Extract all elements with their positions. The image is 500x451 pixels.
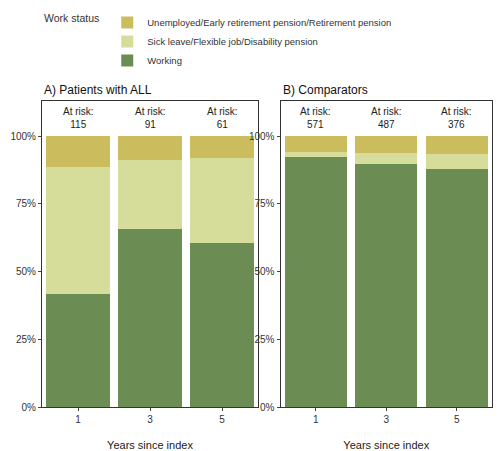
svg-text:5: 5	[219, 414, 225, 425]
svg-text:At risk:571: At risk:571	[300, 106, 331, 130]
svg-text:25%: 25%	[254, 334, 274, 345]
svg-text:1: 1	[313, 414, 319, 425]
svg-text:50%: 50%	[16, 266, 36, 277]
svg-text:50%: 50%	[254, 266, 274, 277]
svg-text:Sick leave/Flexible job/Disabi: Sick leave/Flexible job/Disability pensi…	[147, 36, 318, 47]
svg-text:Working: Working	[147, 55, 182, 66]
svg-text:Years since index: Years since index	[107, 439, 193, 451]
svg-text:3: 3	[147, 414, 153, 425]
svg-text:A) Patients with ALL: A) Patients with ALL	[44, 83, 152, 97]
svg-text:Work status: Work status	[44, 12, 99, 24]
svg-text:0%: 0%	[260, 402, 275, 413]
svg-text:At risk:91: At risk:91	[135, 106, 166, 130]
svg-text:At risk:61: At risk:61	[207, 106, 238, 130]
svg-text:At risk:376: At risk:376	[441, 106, 472, 130]
svg-text:1: 1	[75, 414, 81, 425]
svg-text:100%: 100%	[249, 131, 275, 142]
svg-text:75%: 75%	[254, 198, 274, 209]
svg-text:Unemployed/Early retirement pe: Unemployed/Early retirement pension/Reti…	[147, 17, 391, 28]
svg-text:3: 3	[383, 414, 389, 425]
svg-text:B) Comparators: B) Comparators	[283, 83, 368, 97]
svg-text:25%: 25%	[16, 334, 36, 345]
svg-text:At risk:115: At risk:115	[63, 106, 94, 130]
svg-text:Years since index: Years since index	[343, 439, 429, 451]
svg-text:100%: 100%	[10, 131, 36, 142]
svg-text:5: 5	[454, 414, 460, 425]
svg-text:At risk:487: At risk:487	[371, 106, 402, 130]
svg-text:75%: 75%	[16, 198, 36, 209]
svg-text:0%: 0%	[22, 402, 37, 413]
